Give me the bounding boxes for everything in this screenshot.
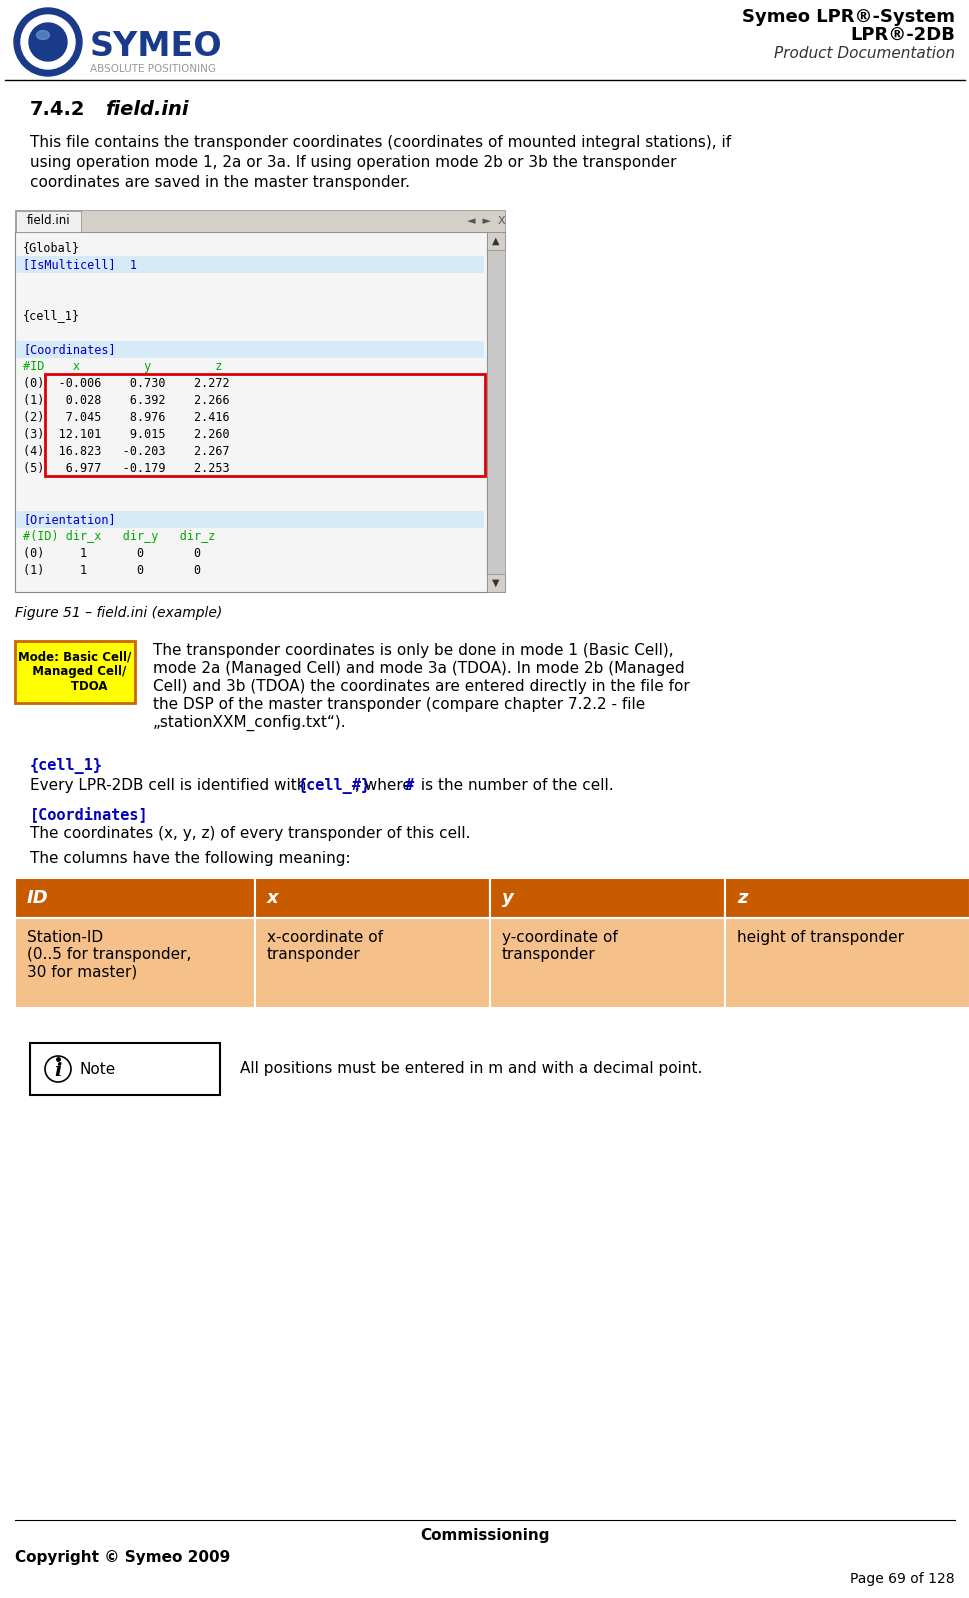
Text: (2)   7.045    8.976    2.416: (2) 7.045 8.976 2.416: [23, 411, 230, 423]
Bar: [45, 374, 484, 476]
Text: z: z: [736, 888, 747, 908]
Text: field.ini: field.ini: [27, 214, 71, 227]
Text: SYMEO: SYMEO: [90, 30, 223, 62]
Text: (5)   6.977   -0.179    2.253: (5) 6.977 -0.179 2.253: [23, 462, 230, 475]
Text: Copyright © Symeo 2009: Copyright © Symeo 2009: [15, 1550, 230, 1564]
Text: The columns have the following meaning:: The columns have the following meaning:: [30, 852, 350, 866]
Text: (4)  16.823   -0.203    2.267: (4) 16.823 -0.203 2.267: [23, 444, 230, 459]
Text: The transponder coordinates is only be done in mode 1 (Basic Cell),: The transponder coordinates is only be d…: [153, 642, 672, 658]
Text: ◄  ►  X: ◄ ► X: [466, 216, 505, 225]
Text: the DSP of the master transponder (compare chapter 7.2.2 - file: the DSP of the master transponder (compa…: [153, 697, 644, 713]
Text: This file contains the transponder coordinates (coordinates of mounted integral : This file contains the transponder coord…: [30, 134, 731, 150]
Text: [Orientation]: [Orientation]: [23, 513, 115, 526]
Text: #: #: [405, 778, 414, 793]
Text: {cell_#}: {cell_#}: [297, 778, 370, 794]
Text: Cell) and 3b (TDOA) the coordinates are entered directly in the file for: Cell) and 3b (TDOA) the coordinates are …: [153, 679, 689, 694]
Text: {Global}: {Global}: [23, 241, 79, 254]
Bar: [16, 211, 81, 232]
Bar: [724, 917, 969, 1008]
Bar: [15, 641, 135, 703]
Text: height of transponder: height of transponder: [736, 930, 903, 944]
Text: Station-ID
(0..5 for transponder,
30 for master): Station-ID (0..5 for transponder, 30 for…: [27, 930, 191, 980]
Text: [Coordinates]: [Coordinates]: [30, 805, 148, 821]
Text: (0)     1       0       0: (0) 1 0 0: [23, 547, 201, 559]
Text: using operation mode 1, 2a or 3a. If using operation mode 2b or 3b the transpond: using operation mode 1, 2a or 3a. If usi…: [30, 155, 675, 169]
Text: „stationXXM_config.txt“).: „stationXXM_config.txt“).: [153, 714, 346, 732]
Bar: [486, 232, 505, 249]
Text: y-coordinate of
transponder: y-coordinate of transponder: [502, 930, 617, 962]
Text: #ID    x         y         z: #ID x y z: [23, 360, 222, 372]
Text: Symeo LPR®-System: Symeo LPR®-System: [741, 8, 954, 26]
Circle shape: [29, 22, 67, 61]
Text: #(ID) dir_x   dir_y   dir_z: #(ID) dir_x dir_y dir_z: [23, 531, 215, 543]
Text: , where: , where: [355, 778, 417, 793]
Bar: [255, 917, 489, 1008]
Text: Every LPR-2DB cell is identified with: Every LPR-2DB cell is identified with: [30, 778, 311, 793]
Text: (3)  12.101    9.015    2.260: (3) 12.101 9.015 2.260: [23, 428, 230, 441]
Circle shape: [21, 14, 75, 69]
Text: The coordinates (x, y, z) of every transponder of this cell.: The coordinates (x, y, z) of every trans…: [30, 826, 470, 841]
Text: All positions must be entered in m and with a decimal point.: All positions must be entered in m and w…: [239, 1061, 702, 1077]
Text: (1)     1       0       0: (1) 1 0 0: [23, 564, 201, 577]
Text: {cell_1}: {cell_1}: [30, 757, 103, 773]
Text: LPR®-2DB: LPR®-2DB: [849, 26, 954, 45]
Bar: [16, 340, 484, 358]
Circle shape: [14, 8, 82, 77]
Text: Note: Note: [79, 1061, 116, 1077]
Bar: [15, 917, 255, 1008]
Text: y: y: [502, 888, 514, 908]
Text: 7.4.2: 7.4.2: [30, 101, 85, 118]
Text: [Coordinates]: [Coordinates]: [23, 344, 115, 356]
Bar: [724, 877, 969, 917]
Bar: [15, 209, 505, 232]
Bar: [15, 877, 255, 917]
Text: Page 69 of 128: Page 69 of 128: [850, 1572, 954, 1585]
Ellipse shape: [37, 30, 49, 40]
Text: (0)  -0.006    0.730    2.272: (0) -0.006 0.730 2.272: [23, 377, 230, 390]
Text: ▼: ▼: [491, 578, 499, 588]
Bar: [16, 256, 484, 273]
Text: [IsMulticell]  1: [IsMulticell] 1: [23, 257, 137, 272]
Circle shape: [45, 1056, 71, 1082]
Bar: [486, 232, 505, 591]
Text: {cell_1}: {cell_1}: [23, 308, 79, 323]
Bar: [16, 511, 484, 527]
Bar: [255, 877, 489, 917]
Text: Product Documentation: Product Documentation: [773, 46, 954, 61]
Bar: [489, 917, 724, 1008]
Text: mode 2a (Managed Cell) and mode 3a (TDOA). In mode 2b (Managed: mode 2a (Managed Cell) and mode 3a (TDOA…: [153, 662, 684, 676]
Text: ▲: ▲: [491, 237, 499, 246]
Text: Figure 51 – field.ini (example): Figure 51 – field.ini (example): [15, 606, 222, 620]
Bar: [486, 574, 505, 591]
Bar: [489, 877, 724, 917]
Text: i: i: [54, 1063, 62, 1080]
Text: Mode: Basic Cell/
  Managed Cell/
       TDOA: Mode: Basic Cell/ Managed Cell/ TDOA: [18, 650, 132, 694]
Text: x-coordinate of
transponder: x-coordinate of transponder: [266, 930, 383, 962]
Bar: [30, 1043, 220, 1095]
Text: ABSOLUTE POSITIONING: ABSOLUTE POSITIONING: [90, 64, 216, 74]
Bar: [15, 232, 486, 591]
Text: ID: ID: [27, 888, 48, 908]
Text: coordinates are saved in the master transponder.: coordinates are saved in the master tran…: [30, 176, 410, 190]
Text: field.ini: field.ini: [105, 101, 188, 118]
Text: is the number of the cell.: is the number of the cell.: [416, 778, 613, 793]
Text: x: x: [266, 888, 278, 908]
Text: (1)   0.028    6.392    2.266: (1) 0.028 6.392 2.266: [23, 395, 230, 407]
Text: Commissioning: Commissioning: [420, 1528, 549, 1544]
